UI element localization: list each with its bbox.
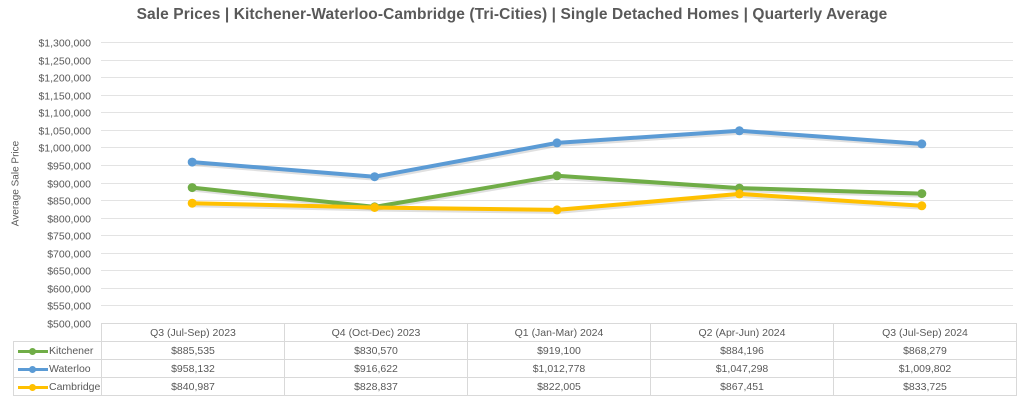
legend-entry: Cambridge [13,377,102,396]
data-table-row-kitchener: Kitchener $885,535 $830,570 $919,100 $884,19… [13,341,1017,360]
data-point-kitchener[interactable] [187,183,197,193]
chart-title: Sale Prices | Kitchener-Waterloo-Cambrid… [136,6,888,23]
y-axis-ticks: $500,000$550,000$600,000$650,000$700,000… [38,38,91,331]
data-point-waterloo[interactable] [370,172,380,182]
category-label: Q2 (Apr-Jun) 2024 [650,323,834,342]
legend-key-icon [18,382,48,392]
legend-key-icon [18,346,48,356]
gridlines [101,42,1013,306]
category-label: Q3 (Jul-Sep) 2024 [833,323,1017,342]
y-tick-label: $1,000,000 [38,143,91,155]
data-value-cell: $868,279 [833,341,1017,360]
category-label: Q4 (Oct-Dec) 2023 [284,323,468,342]
data-table-row-waterloo: Waterloo $958,132 $916,622 $1,012,778 $1,047… [13,359,1017,378]
data-point-kitchener[interactable] [552,171,562,181]
category-label: Q1 (Jan-Mar) 2024 [467,323,651,342]
data-value-cell: $1,009,802 [833,359,1017,378]
data-point-cambridge[interactable] [734,189,744,199]
y-tick-label: $1,250,000 [38,56,91,68]
data-value-cell: $830,570 [284,341,468,360]
data-value-cell: $840,987 [101,377,285,396]
y-tick-label: $550,000 [47,301,91,313]
y-tick-label: $800,000 [47,214,91,226]
legend-entry: Waterloo [13,359,102,378]
data-point-waterloo[interactable] [187,157,197,167]
series-cambridge [187,189,927,215]
category-label: Q3 (Jul-Sep) 2023 [101,323,285,342]
data-value-cell: $833,725 [833,377,1017,396]
data-value-cell: $884,196 [650,341,834,360]
data-point-cambridge[interactable] [552,205,562,215]
data-value-cell: $822,005 [467,377,651,396]
y-tick-label: $1,200,000 [38,73,91,85]
data-point-cambridge[interactable] [187,198,197,208]
y-tick-label: $600,000 [47,284,91,296]
data-value-cell: $1,047,298 [650,359,834,378]
data-point-waterloo[interactable] [734,126,744,136]
y-tick-label: $1,100,000 [38,108,91,120]
y-tick-label: $650,000 [47,266,91,278]
data-value-cell: $958,132 [101,359,285,378]
legend-label: Waterloo [49,362,91,375]
data-value-cell: $1,012,778 [467,359,651,378]
data-value-cell: $885,535 [101,341,285,360]
series-waterloo [187,126,927,182]
data-point-cambridge[interactable] [917,201,927,211]
legend-label: Cambridge [49,380,101,393]
data-table: Q3 (Jul-Sep) 2023 Q4 (Oct-Dec) 2023 Q1 (… [13,323,1017,396]
data-table-corner [13,323,102,342]
series-line-waterloo [192,128,922,179]
y-tick-label: $750,000 [47,231,91,243]
data-table-header-row: Q3 (Jul-Sep) 2023 Q4 (Oct-Dec) 2023 Q1 (… [13,323,1017,342]
data-value-cell: $828,837 [284,377,468,396]
data-point-kitchener[interactable] [917,189,927,199]
legend-key-icon [18,364,48,374]
y-tick-label: $1,300,000 [38,38,91,50]
y-tick-label: $1,050,000 [38,126,91,138]
y-tick-label: $1,150,000 [38,91,91,103]
legend-entry: Kitchener [13,341,102,360]
y-tick-label: $850,000 [47,196,91,208]
data-point-cambridge[interactable] [370,203,380,212]
y-tick-label: $950,000 [47,161,91,173]
legend-label: Kitchener [49,344,94,357]
data-value-cell: $919,100 [467,341,651,360]
data-point-waterloo[interactable] [917,139,927,149]
data-table-row-cambridge: Cambridge $840,987 $828,837 $822,005 $867,45… [13,377,1017,396]
y-tick-label: $700,000 [47,249,91,261]
data-value-cell: $867,451 [650,377,834,396]
data-point-waterloo[interactable] [552,138,562,148]
series-lines [187,126,927,215]
y-tick-label: $900,000 [47,179,91,191]
data-value-cell: $916,622 [284,359,468,378]
